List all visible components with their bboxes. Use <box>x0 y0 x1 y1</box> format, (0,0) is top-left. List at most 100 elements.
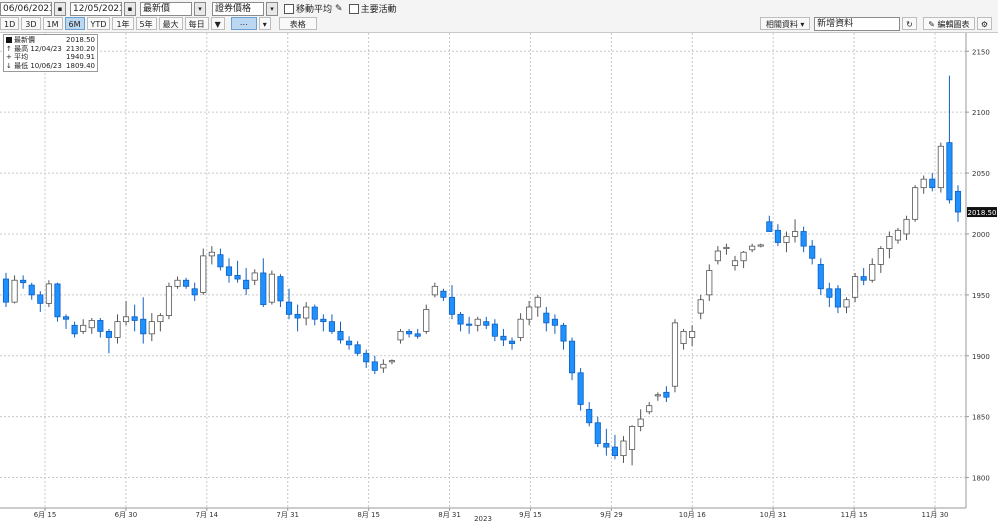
candle <box>903 215 910 241</box>
candle <box>80 319 87 334</box>
candle <box>131 304 138 332</box>
candle-body <box>388 360 396 363</box>
start-date-input[interactable]: 06/06/2023 <box>0 1 52 16</box>
moving-average-toggle[interactable]: 移動平均 ✎ <box>284 2 343 15</box>
candle-body <box>371 361 378 371</box>
candle <box>877 246 884 273</box>
candle <box>88 318 95 334</box>
candle-body <box>62 316 70 320</box>
pencil-icon[interactable]: ✎ <box>335 3 343 14</box>
period-max[interactable]: 最大 <box>158 17 183 30</box>
last-price-label: 2018.50 <box>968 209 997 217</box>
period-1y[interactable]: 1年 <box>112 17 134 30</box>
legend-value: 2018.50 <box>66 36 95 44</box>
x-tick-label: 10月 31 <box>760 511 787 519</box>
period-ytd[interactable]: YTD <box>86 17 111 30</box>
candle <box>714 246 721 265</box>
candle-body <box>466 323 473 326</box>
candle <box>431 282 438 298</box>
candle-body <box>826 288 833 298</box>
chart-type-dropdown[interactable]: ▾ <box>258 17 271 30</box>
candle <box>809 240 816 265</box>
candle-body <box>303 306 310 319</box>
candle-body <box>877 248 884 265</box>
candle <box>766 215 773 232</box>
chart-legend: 最新價 2018.50 ↑ 最高 12/04/23 2130.20 + 平均 1… <box>3 34 98 72</box>
security-dropdown[interactable]: ▾ <box>266 1 278 16</box>
candle <box>834 285 841 314</box>
axis-layer: 1800 1850 1900 1950 2000 2050 2100 2150 6月 15 6月 … <box>0 33 997 523</box>
candle <box>303 302 310 326</box>
candle <box>311 304 318 326</box>
period-5y[interactable]: 5年 <box>135 17 157 30</box>
x-tick-label: 7月 31 <box>276 511 299 519</box>
candle-body <box>783 235 790 243</box>
candle <box>603 428 610 456</box>
chart-type-button[interactable]: ⋯ <box>230 17 257 30</box>
chevron-down-icon: ▾ <box>800 20 805 29</box>
y-tick-label: 2050 <box>972 170 990 178</box>
candle <box>620 436 627 463</box>
period-3d[interactable]: 3D <box>21 17 41 30</box>
frequency-daily[interactable]: 每日 <box>184 17 209 30</box>
field-select[interactable]: 最新價 <box>140 1 192 16</box>
candle <box>380 359 387 373</box>
candle <box>114 314 121 344</box>
end-date-input[interactable]: 12/05/2023 <box>70 1 122 16</box>
candle <box>594 416 601 448</box>
related-data-button[interactable]: 相關資料 ▾ <box>760 17 811 30</box>
checkbox-icon[interactable] <box>284 3 294 14</box>
plus-icon: + <box>6 53 12 61</box>
candle <box>337 321 344 344</box>
candle <box>148 313 155 342</box>
start-date-dropdown[interactable]: ▪ <box>54 1 66 16</box>
candle-body <box>860 276 867 281</box>
settings-button[interactable]: ⚙ <box>976 17 992 30</box>
news-input[interactable]: 新增資料 <box>814 16 901 31</box>
table-button[interactable]: 表格 <box>278 17 317 30</box>
candle-body <box>328 321 335 332</box>
candle-body <box>440 290 447 298</box>
legend-label: 平均 <box>14 53 29 61</box>
field-dropdown[interactable]: ▾ <box>194 1 206 16</box>
candle-body <box>491 323 498 337</box>
candle <box>191 282 198 301</box>
candle <box>260 258 267 308</box>
candle <box>251 269 258 286</box>
candle <box>97 318 104 338</box>
candle-body <box>551 318 558 326</box>
candle-body <box>191 288 198 296</box>
period-6m[interactable]: 6M <box>64 17 85 30</box>
candle <box>629 425 636 466</box>
key-events-toggle[interactable]: 主要活動 <box>348 2 397 15</box>
candle-body <box>45 283 52 304</box>
candle-body <box>105 330 112 338</box>
candle <box>723 243 730 255</box>
candle <box>740 251 747 269</box>
candle <box>791 219 799 243</box>
candle <box>28 282 35 300</box>
candle <box>397 328 404 344</box>
security-select[interactable]: 證券價格 <box>212 1 264 16</box>
candle-body <box>397 330 404 341</box>
calendar-icon: ▪ <box>57 4 63 13</box>
end-date-dropdown[interactable]: ▪ <box>124 1 136 16</box>
candle <box>757 243 764 248</box>
candle <box>123 300 130 326</box>
checkbox-icon[interactable] <box>348 3 359 14</box>
candle <box>954 185 962 222</box>
candle-body <box>774 229 781 243</box>
candle-body <box>937 145 944 189</box>
candle <box>466 316 473 334</box>
candle <box>912 185 919 222</box>
period-1d[interactable]: 1D <box>0 17 20 30</box>
news-refresh-button[interactable]: ↻ <box>902 17 917 30</box>
candle <box>491 319 498 342</box>
candle-body <box>723 246 730 249</box>
frequency-dropdown[interactable]: ▼ <box>210 17 225 30</box>
candle-body <box>483 321 490 326</box>
period-1m[interactable]: 1M <box>42 17 63 30</box>
edit-chart-button[interactable]: ✎ 編輯圖表 <box>922 17 975 30</box>
y-tick-label: 1950 <box>972 292 990 300</box>
